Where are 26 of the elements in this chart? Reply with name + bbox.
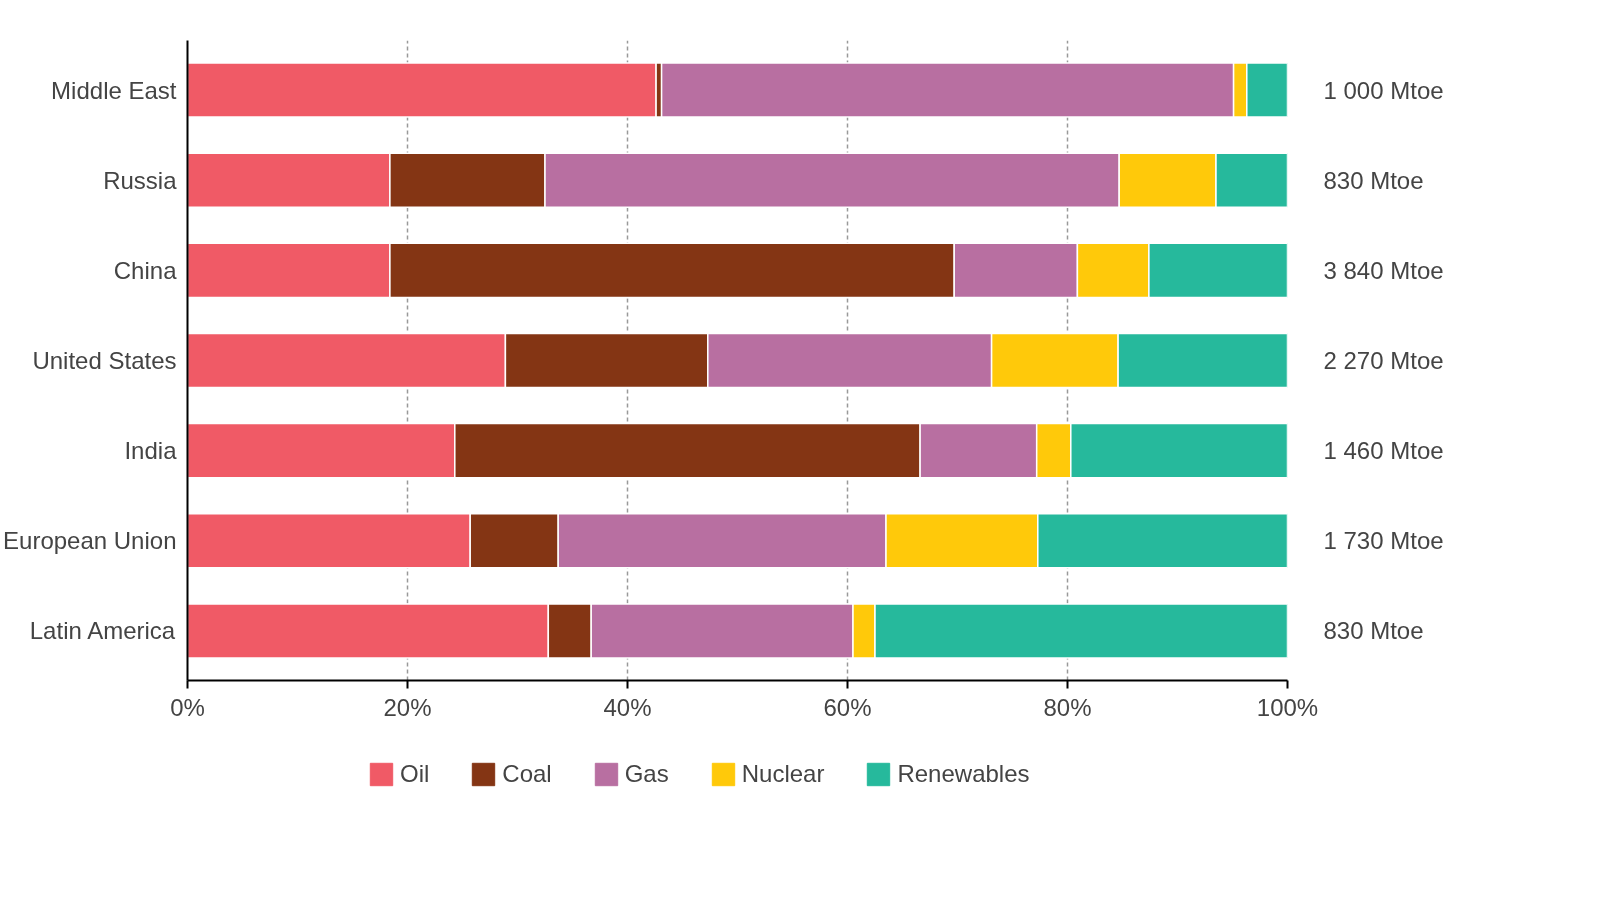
x-tick-label: 40% — [603, 693, 652, 721]
x-tick-label: 0% — [170, 693, 205, 721]
text: 3 840 Mtoe — [1323, 256, 1444, 284]
y-tick-label: China — [113, 256, 178, 284]
legend-label: Oil — [400, 760, 430, 788]
y-tick-label: European Union — [3, 527, 177, 555]
legend-label: Nuclear — [741, 760, 825, 788]
text: 1 730 Mtoe — [1323, 527, 1444, 555]
legend-label: Coal — [502, 760, 552, 788]
x-tick-label: 60% — [823, 693, 872, 721]
bar — [187, 62, 657, 118]
y-tick-label: Latin America — [29, 617, 176, 645]
text: 830 Mtoe — [1323, 166, 1424, 194]
text: 830 Mtoe — [1323, 617, 1424, 645]
x-tick-label: 20% — [383, 693, 432, 721]
text: 1 000 Mtoe — [1323, 76, 1444, 104]
y-tick-label: United States — [32, 347, 177, 374]
text: 2 270 Mtoe — [1323, 347, 1444, 374]
x-tick-label: 80% — [1043, 693, 1092, 721]
x-tick-label: 100% — [1256, 693, 1319, 721]
y-tick-label: Russia — [103, 166, 178, 194]
y-tick-label: India — [124, 437, 178, 465]
y-tick-label: Middle East — [51, 76, 177, 104]
text: 1 460 Mtoe — [1323, 437, 1444, 465]
legend-label: Renewables — [897, 760, 1030, 788]
legend-label: Gas — [624, 760, 669, 788]
